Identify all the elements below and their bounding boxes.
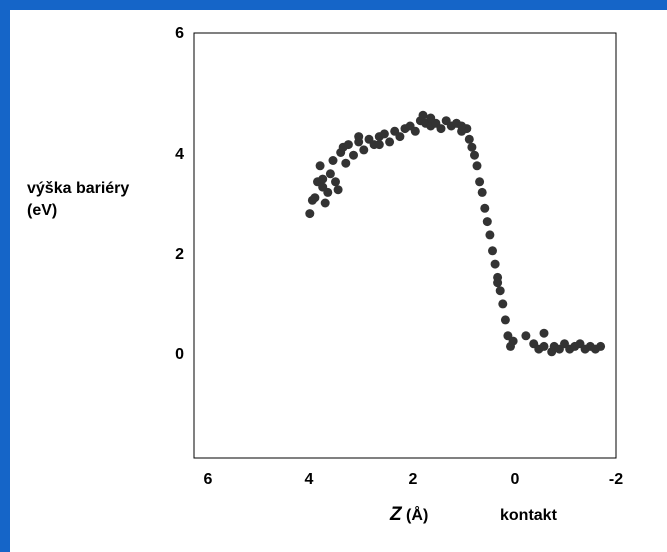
- data-point: [464, 134, 474, 144]
- contact-label: kontakt: [500, 507, 557, 524]
- data-point: [477, 187, 487, 197]
- data-point: [436, 124, 446, 134]
- y-axis-label-line: (eV): [27, 202, 58, 219]
- data-point: [379, 129, 389, 139]
- data-point: [480, 203, 490, 213]
- scatter-plot: [193, 32, 617, 459]
- slide-canvas: výška bariéry (eV) 6 4 2 0 6 4 2 0 -2 Z …: [10, 10, 667, 552]
- data-point: [426, 113, 436, 123]
- data-point: [475, 177, 485, 187]
- data-point: [488, 246, 497, 256]
- x-axis-variable: Z: [390, 504, 402, 525]
- data-point: [315, 161, 325, 171]
- data-point: [490, 259, 500, 269]
- data-point: [320, 198, 330, 208]
- data-point: [596, 341, 606, 351]
- y-tick-label: 2: [175, 246, 184, 263]
- data-point: [323, 187, 333, 197]
- data-point: [328, 156, 338, 165]
- data-point: [493, 278, 503, 288]
- x-tick-label: 2: [408, 471, 418, 488]
- data-point: [467, 142, 477, 152]
- data-point: [508, 336, 518, 346]
- x-tick-label: 6: [203, 471, 213, 488]
- data-point: [349, 150, 358, 160]
- x-tick-label: 4: [304, 471, 314, 488]
- x-tick-label: -2: [608, 471, 624, 488]
- y-tick-label: 0: [175, 346, 184, 363]
- data-point: [395, 132, 405, 142]
- x-axis-label: Z (Å): [390, 504, 428, 526]
- data-point: [341, 158, 351, 168]
- data-point: [521, 331, 531, 341]
- data-point: [310, 193, 320, 203]
- data-point: [495, 286, 505, 296]
- data-point: [318, 174, 328, 184]
- data-point: [418, 110, 428, 120]
- data-point: [325, 169, 335, 179]
- data-point: [457, 121, 467, 131]
- data-point: [331, 177, 340, 187]
- x-tick-label: 0: [510, 471, 520, 488]
- data-point: [385, 137, 395, 147]
- data-point: [485, 230, 495, 240]
- data-point: [410, 126, 420, 136]
- data-point: [472, 161, 482, 171]
- data-point: [482, 217, 492, 227]
- plot-area: [193, 32, 617, 459]
- x-axis-unit: (Å): [401, 507, 429, 524]
- y-axis-label-line: výška bariéry: [27, 180, 130, 197]
- data-point: [343, 140, 353, 150]
- y-tick-label: 4: [175, 146, 184, 163]
- data-point: [333, 185, 343, 195]
- data-point: [498, 299, 508, 309]
- y-axis-label: výška bariéry (eV): [27, 178, 129, 222]
- data-point: [305, 209, 315, 219]
- data-point: [539, 328, 549, 338]
- data-point: [359, 145, 369, 155]
- y-tick-label: 6: [175, 25, 184, 42]
- data-point: [354, 132, 364, 142]
- data-point: [470, 150, 479, 160]
- data-points: [305, 110, 606, 357]
- data-point: [374, 140, 384, 150]
- data-point: [539, 341, 549, 351]
- data-point: [500, 315, 510, 325]
